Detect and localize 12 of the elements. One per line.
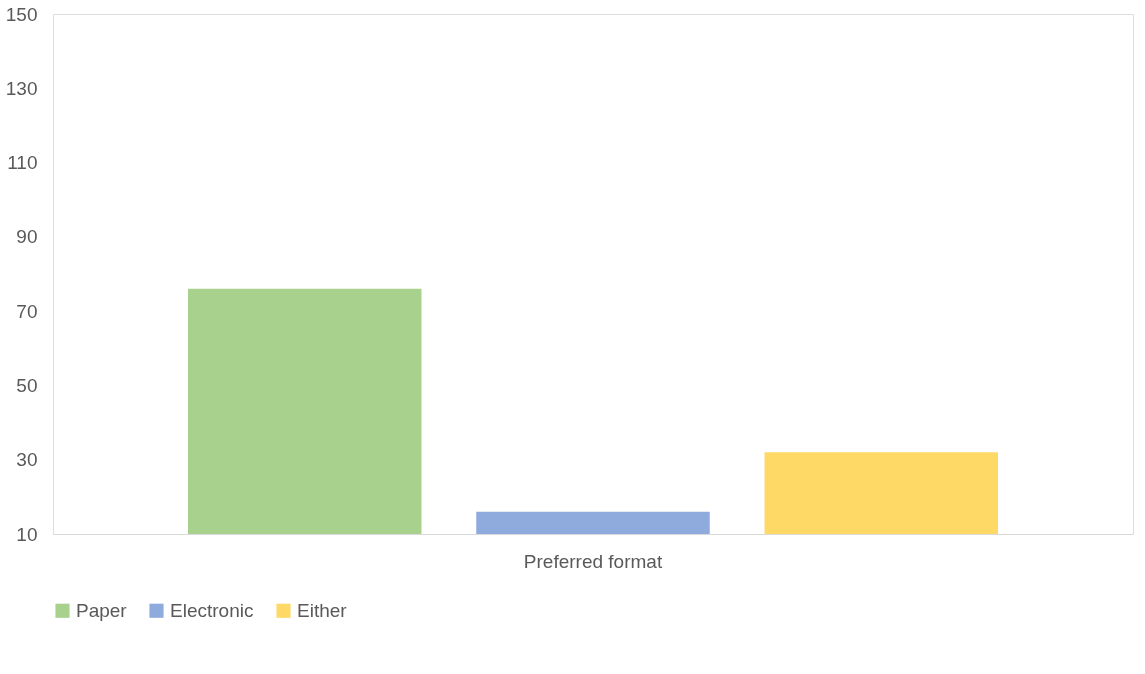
- y-tick-label: 130: [5, 77, 38, 99]
- legend-label: Paper: [76, 599, 128, 621]
- y-tick-label: 150: [5, 3, 38, 25]
- x-tick-label: Preferred format: [523, 550, 663, 572]
- y-tick-label: 50: [16, 374, 38, 396]
- y-tick-label: 10: [16, 523, 38, 545]
- y-tick-label: 30: [16, 449, 38, 471]
- y-tick-label: 110: [7, 152, 38, 174]
- legend-label: Electronic: [170, 599, 254, 621]
- legend-label: Either: [297, 599, 348, 621]
- y-tick-label: 70: [16, 300, 38, 322]
- y-tick-label: 90: [16, 226, 38, 248]
